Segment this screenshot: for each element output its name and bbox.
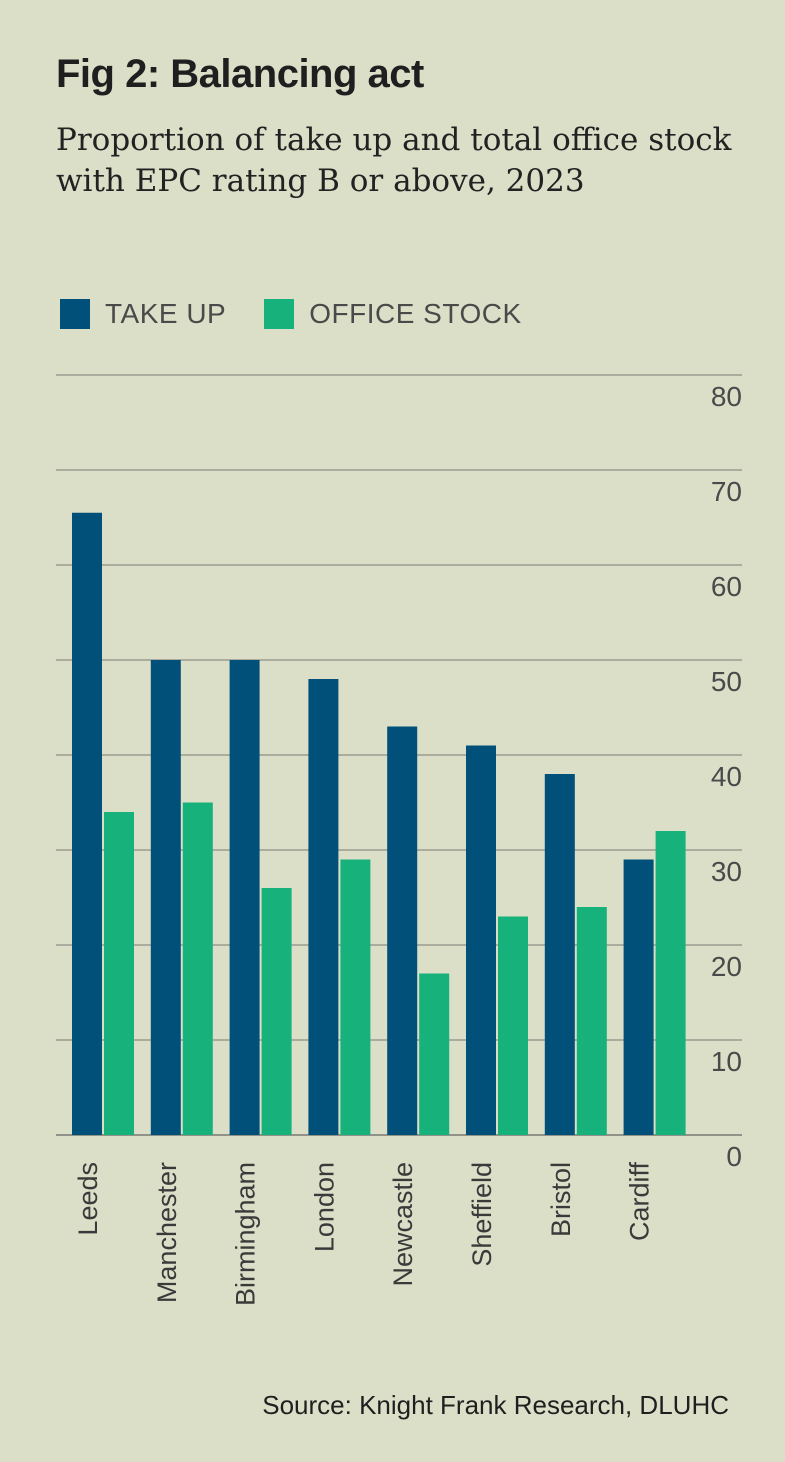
y-tick-label-60: 60	[711, 571, 742, 602]
legend-item-office-stock: OFFICE STOCK	[264, 298, 521, 330]
bar-office-stock-cardiff	[655, 831, 686, 1135]
legend-label-office-stock: OFFICE STOCK	[309, 298, 522, 329]
bar-office-stock-bristol	[576, 907, 607, 1135]
y-tick-label-50: 50	[711, 666, 742, 697]
bar-take-up-manchester	[150, 660, 181, 1135]
chart-title: Fig 2: Balancing act	[56, 52, 424, 96]
x-tick-label-sheffield: Sheffield	[467, 1162, 497, 1267]
bar-take-up-bristol	[544, 774, 575, 1135]
bar-office-stock-manchester	[182, 802, 213, 1135]
bar-take-up-sheffield	[466, 745, 496, 1135]
x-tick-label-cardiff: Cardiff	[625, 1162, 655, 1242]
bar-take-up-newcastle	[387, 726, 418, 1135]
legend-swatch-take-up	[60, 299, 90, 329]
legend-item-take-up: TAKE UP	[60, 298, 226, 330]
y-tick-label-40: 40	[711, 761, 742, 792]
y-tick-label-30: 30	[711, 856, 742, 887]
x-tick-label-leeds: Leeds	[73, 1162, 103, 1236]
bar-take-up-cardiff	[623, 859, 654, 1135]
y-tick-label-0: 0	[726, 1141, 742, 1172]
bar-office-stock-birmingham	[261, 888, 292, 1135]
bar-take-up-birmingham	[229, 660, 260, 1135]
legend-label-take-up: TAKE UP	[105, 298, 227, 329]
bar-office-stock-newcastle	[419, 973, 450, 1135]
x-tick-label-newcastle: Newcastle	[388, 1162, 418, 1287]
bar-chart: 0 10 20 30 40 50 60 70 80 Leeds Manchester Birmingh…	[56, 374, 742, 1306]
y-tick-label-20: 20	[711, 951, 742, 982]
x-tick-label-birmingham: Birmingham	[231, 1162, 261, 1306]
chart-subtitle: Proportion of take up and total office s…	[56, 122, 732, 199]
bar-take-up-leeds	[72, 512, 102, 1135]
bar-office-stock-leeds	[104, 812, 134, 1135]
y-tick-label-80: 80	[711, 381, 742, 412]
y-tick-label-70: 70	[711, 476, 742, 507]
bar-office-stock-london	[340, 859, 371, 1135]
x-tick-label-london: London	[309, 1162, 339, 1252]
x-tick-label-bristol: Bristol	[546, 1162, 576, 1237]
bar-office-stock-sheffield	[498, 916, 528, 1135]
chart-legend: TAKE UP OFFICE STOCK	[60, 298, 560, 330]
y-tick-label-10: 10	[711, 1046, 742, 1077]
x-tick-label-manchester: Manchester	[152, 1162, 182, 1303]
source-note: Source: Knight Frank Research, DLUHC	[262, 1390, 729, 1420]
bar-take-up-london	[308, 679, 339, 1135]
legend-swatch-office-stock	[264, 299, 295, 329]
